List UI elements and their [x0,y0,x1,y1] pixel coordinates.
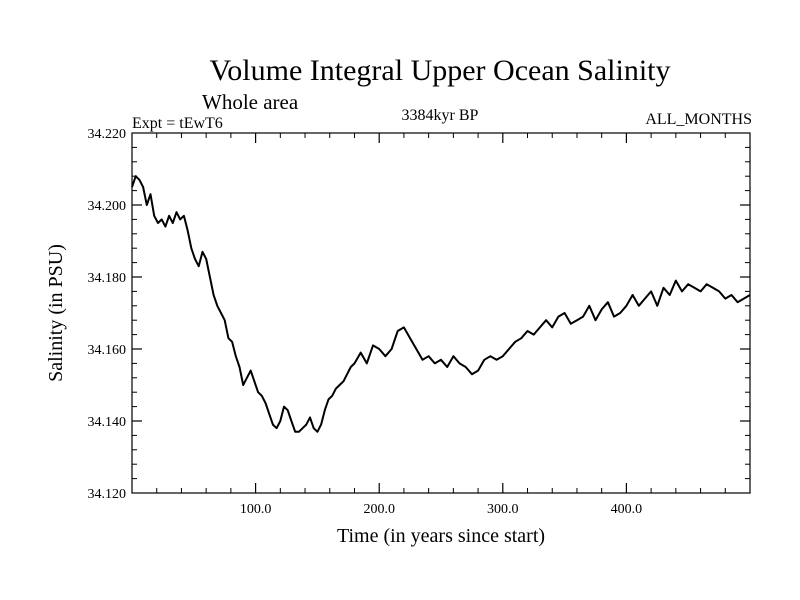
x-tick-label: 300.0 [487,502,519,517]
tick-labels: 100.0 200.0 300.0 400.0 34.120 34.140 34.160 34… [88,127,643,517]
months-label: ALL_MONTHS [645,111,752,128]
experiment-label: Expt = tEwT6 [132,115,223,132]
y-tick-label: 34.180 [88,271,127,286]
period-label: 3384kyr BP [402,107,479,124]
y-tick-label: 34.200 [88,199,127,214]
chart-title: Volume Integral Upper Ocean Salinity [210,54,671,87]
x-tick-label: 100.0 [240,502,272,517]
x-tick-label: 400.0 [611,502,643,517]
salinity-series-line [131,175,751,433]
y-tick-label: 34.140 [88,415,127,430]
plot-frame [131,132,751,494]
y-tick-label: 34.160 [88,343,127,358]
axis-ticks [132,133,750,493]
x-axis-label: Time (in years since start) [337,525,545,547]
y-axis-label: Salinity (in PSU) [45,244,67,382]
chart-subtitle: Whole area [202,90,299,114]
x-tick-label: 200.0 [363,502,395,517]
y-tick-label: 34.220 [88,127,127,142]
y-tick-label: 34.120 [88,487,127,502]
